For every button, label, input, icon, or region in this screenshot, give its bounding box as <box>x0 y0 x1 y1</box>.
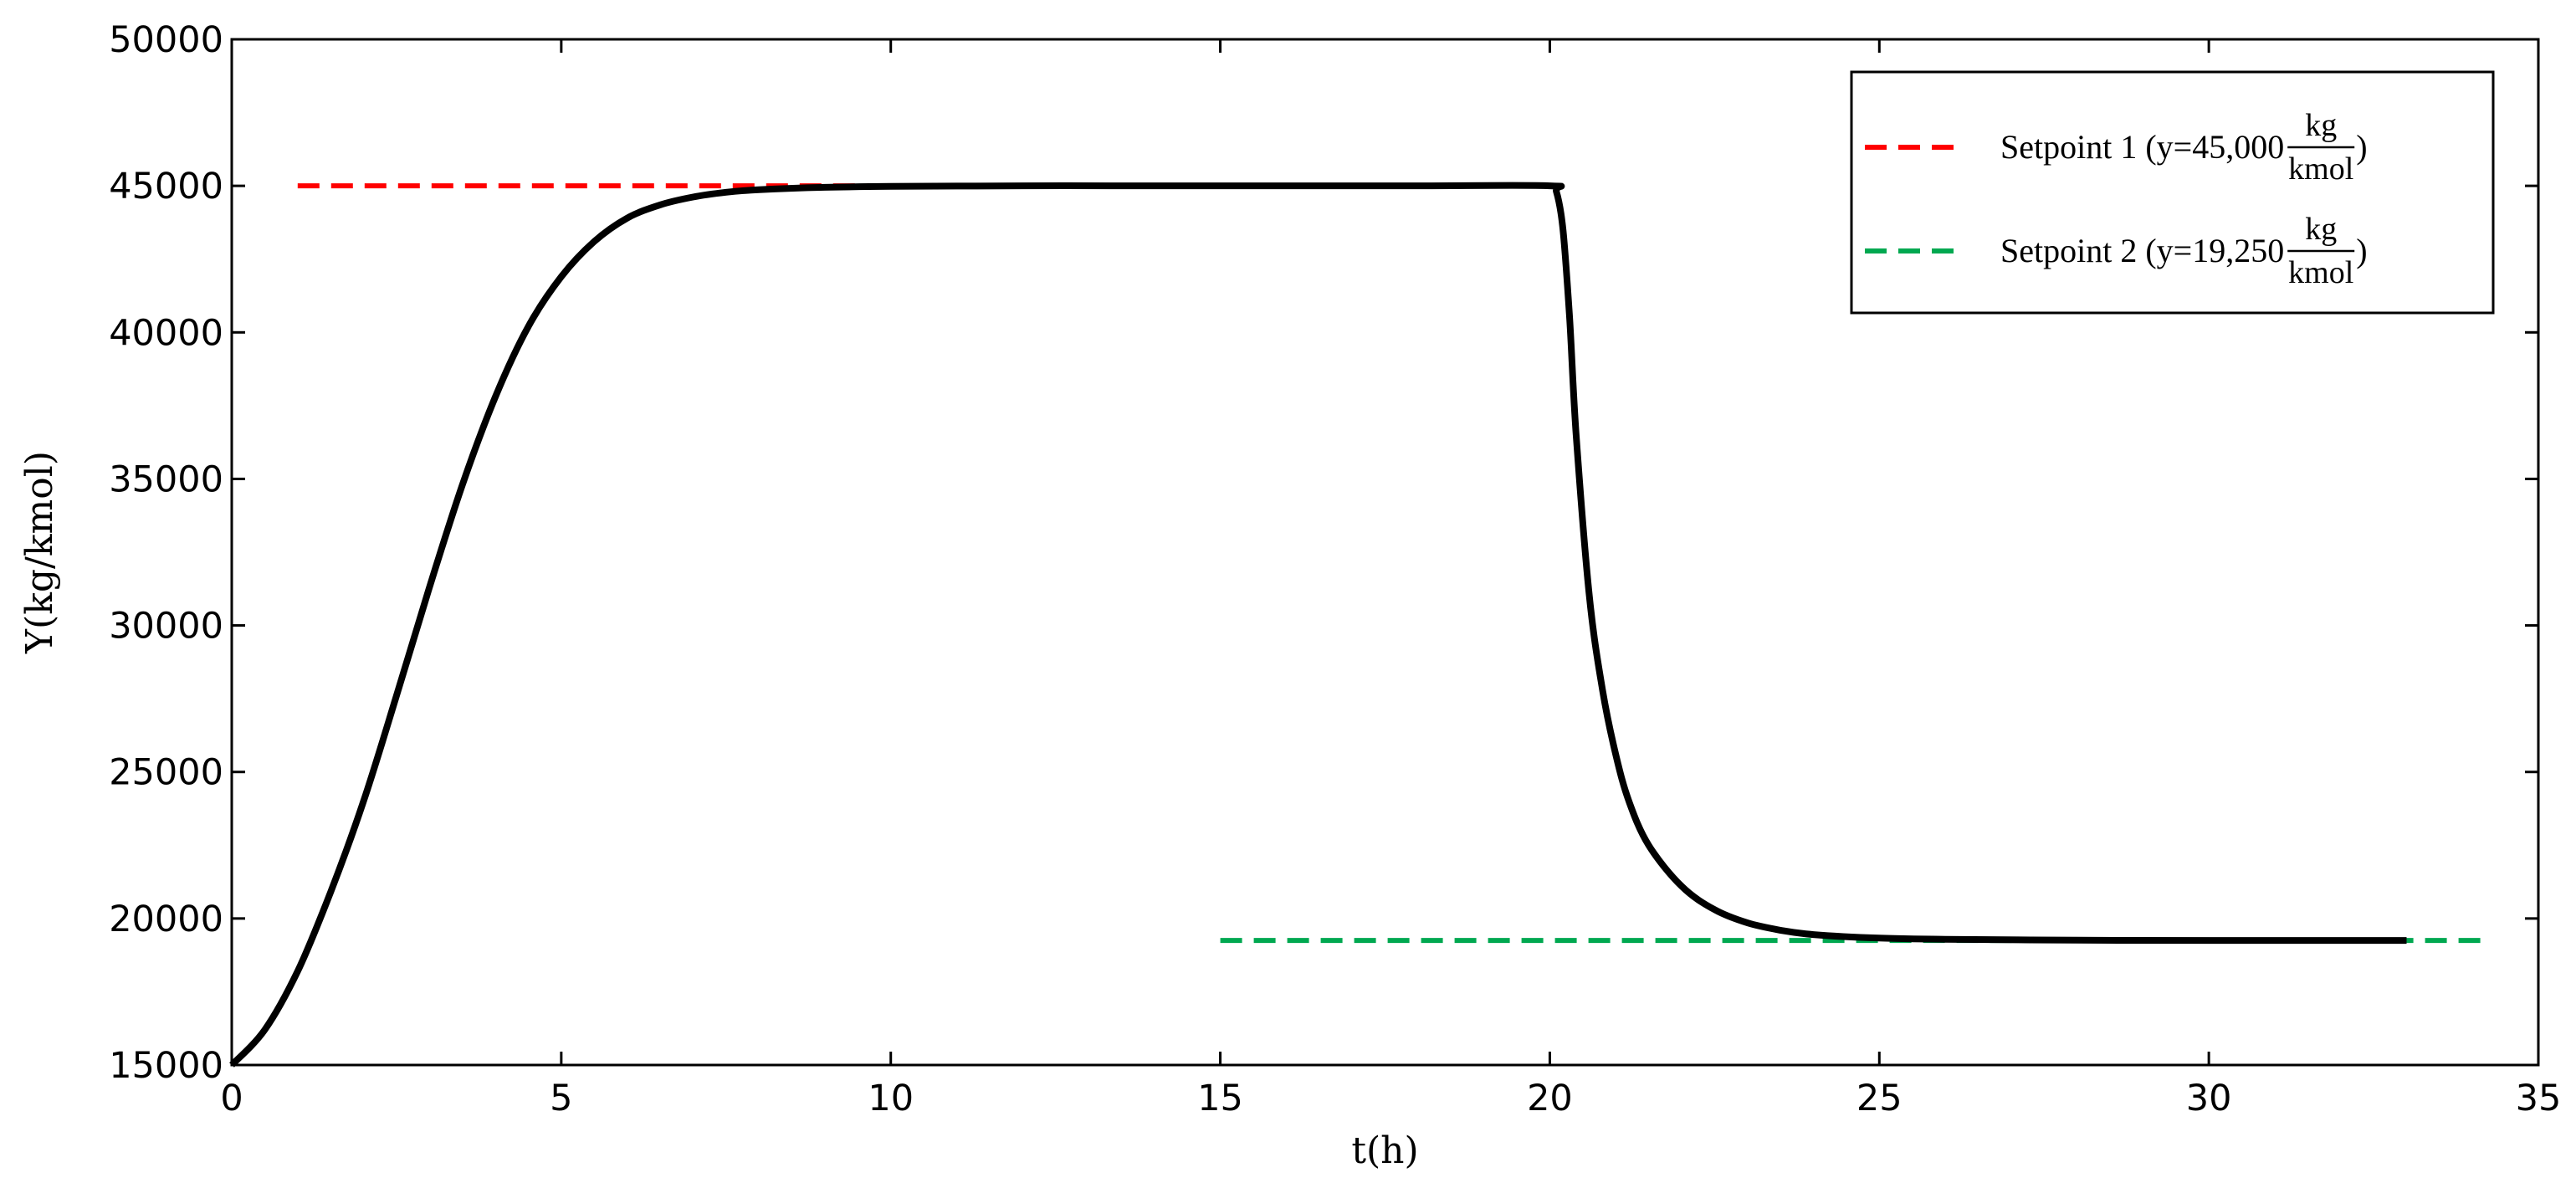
y-axis-title: Y(kg/kmol) <box>18 451 61 654</box>
axes-frame <box>230 38 2540 1067</box>
y-tick-label: 45000 <box>109 166 223 207</box>
y-tick-layer: 15000 20000 25000 30000 35000 40000 45000 50000 <box>109 19 2538 1087</box>
y-tick-label: 30000 <box>109 606 223 648</box>
series-line-response <box>229 182 2407 1068</box>
legend-close-paren: ) <box>2356 232 2367 269</box>
x-tick-label: 25 <box>1856 1078 1903 1119</box>
legend-fraction-numerator: kg <box>2305 212 2337 247</box>
legend-close-paren: ) <box>2356 128 2367 166</box>
x-tick-label: 10 <box>868 1078 914 1119</box>
legend-fraction-denominator: kmol <box>2288 151 2353 187</box>
x-tick-label: 30 <box>2186 1078 2232 1119</box>
x-tick-label: 0 <box>220 1078 243 1119</box>
x-tick-layer: 0 5 10 15 20 25 30 35 <box>220 39 2561 1119</box>
legend-label-setpoint1: Setpoint 1 (y=45,000 <box>2000 128 2284 166</box>
legend-frame <box>1850 70 2495 315</box>
legend-fraction-numerator: kg <box>2305 108 2337 143</box>
x-tick-label: 35 <box>2516 1078 2562 1119</box>
x-tick-label: 5 <box>550 1078 572 1119</box>
y-tick-label: 50000 <box>109 19 223 61</box>
x-tick-label: 20 <box>1527 1078 1573 1119</box>
legend: Setpoint 1 (y=45,000 kg kmol) Setpoint 2 (y… <box>1850 70 2495 315</box>
y-tick-label: 20000 <box>109 899 223 940</box>
y-tick-label: 40000 <box>109 312 223 354</box>
y-tick-label: 25000 <box>109 752 223 794</box>
legend-label-setpoint2: Setpoint 2 (y=19,250 <box>2000 232 2284 269</box>
axes-layer <box>230 38 2540 1067</box>
series-layer <box>229 182 2486 1068</box>
y-tick-label: 35000 <box>109 458 223 500</box>
legend-fraction-denominator: kmol <box>2288 255 2353 290</box>
x-axis-title: t(h) <box>1351 1129 1418 1172</box>
y-tick-label: 15000 <box>109 1045 223 1087</box>
x-tick-label: 15 <box>1197 1078 1243 1119</box>
